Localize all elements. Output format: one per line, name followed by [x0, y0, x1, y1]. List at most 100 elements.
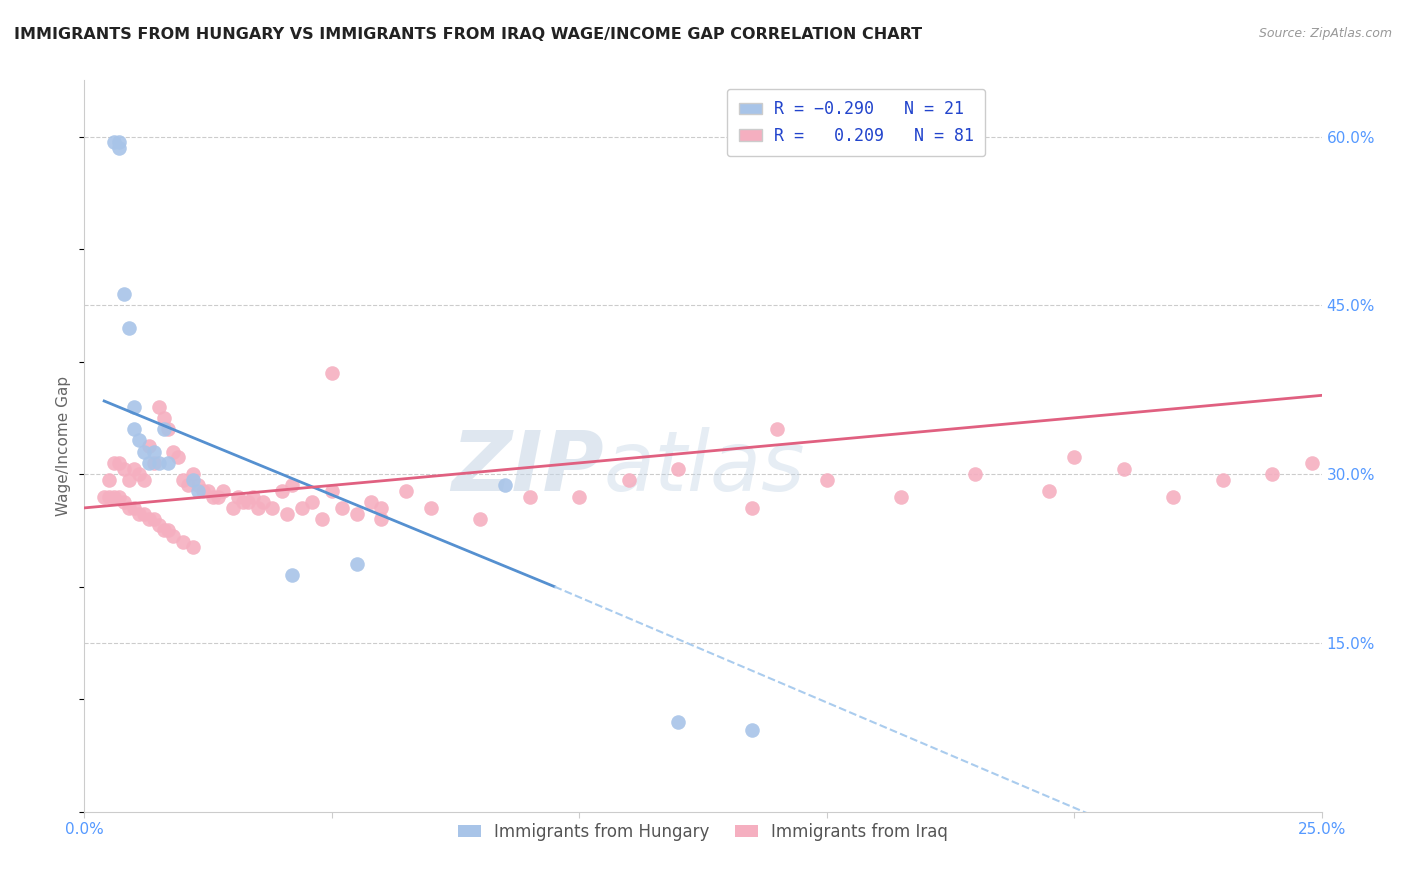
Point: [128, 467, 150, 482]
Point: [815, 473, 838, 487]
Point: [321, 483, 343, 498]
Point: [236, 495, 259, 509]
Point: [93, 490, 115, 504]
Point: [301, 495, 323, 509]
Point: [666, 714, 689, 729]
Point: [181, 473, 204, 487]
Point: [108, 141, 131, 155]
Point: [1212, 473, 1234, 487]
Point: [122, 400, 145, 414]
Point: [666, 461, 689, 475]
Point: [122, 500, 145, 515]
Point: [276, 507, 298, 521]
Point: [128, 434, 150, 448]
Text: ZIP: ZIP: [451, 427, 605, 508]
Point: [148, 517, 170, 532]
Point: [370, 500, 392, 515]
Point: [330, 500, 353, 515]
Text: Source: ZipAtlas.com: Source: ZipAtlas.com: [1258, 27, 1392, 40]
Point: [157, 422, 180, 436]
Point: [138, 456, 160, 470]
Point: [890, 490, 912, 504]
Point: [291, 500, 314, 515]
Point: [1112, 461, 1135, 475]
Legend: Immigrants from Hungary, Immigrants from Iraq: Immigrants from Hungary, Immigrants from…: [451, 816, 955, 847]
Point: [741, 723, 763, 737]
Point: [232, 495, 254, 509]
Point: [212, 483, 235, 498]
Point: [202, 490, 225, 504]
Point: [142, 456, 165, 470]
Point: [132, 507, 155, 521]
Point: [262, 500, 284, 515]
Point: [360, 495, 382, 509]
Point: [181, 467, 204, 482]
Point: [103, 490, 125, 504]
Point: [112, 461, 135, 475]
Point: [187, 478, 209, 492]
Point: [177, 478, 200, 492]
Point: [142, 512, 165, 526]
Point: [766, 422, 789, 436]
Point: [128, 507, 150, 521]
Point: [370, 512, 392, 526]
Point: [1301, 456, 1323, 470]
Point: [118, 473, 141, 487]
Point: [1063, 450, 1085, 465]
Point: [1038, 483, 1060, 498]
Point: [122, 461, 145, 475]
Text: IMMIGRANTS FROM HUNGARY VS IMMIGRANTS FROM IRAQ WAGE/INCOME GAP CORRELATION CHAR: IMMIGRANTS FROM HUNGARY VS IMMIGRANTS FR…: [14, 27, 922, 42]
Point: [181, 541, 204, 555]
Point: [191, 483, 214, 498]
Point: [346, 507, 368, 521]
Point: [172, 534, 194, 549]
Point: [519, 490, 541, 504]
Point: [148, 400, 170, 414]
Text: atlas: atlas: [605, 427, 806, 508]
Point: [494, 478, 516, 492]
Point: [419, 500, 441, 515]
Point: [152, 524, 174, 538]
Point: [1161, 490, 1184, 504]
Point: [226, 490, 249, 504]
Point: [346, 557, 368, 571]
Point: [152, 410, 174, 425]
Point: [118, 500, 141, 515]
Point: [1261, 467, 1284, 482]
Point: [118, 321, 141, 335]
Point: [98, 473, 121, 487]
Point: [132, 444, 155, 458]
Point: [252, 495, 274, 509]
Point: [138, 439, 160, 453]
Point: [311, 512, 333, 526]
Point: [167, 450, 190, 465]
Point: [112, 495, 135, 509]
Point: [98, 490, 121, 504]
Y-axis label: Wage/Income Gap: Wage/Income Gap: [56, 376, 72, 516]
Point: [222, 500, 245, 515]
Point: [470, 512, 492, 526]
Point: [741, 500, 763, 515]
Point: [157, 456, 180, 470]
Point: [281, 478, 304, 492]
Point: [162, 444, 184, 458]
Point: [172, 473, 194, 487]
Point: [132, 473, 155, 487]
Point: [281, 568, 304, 582]
Point: [142, 444, 165, 458]
Point: [108, 135, 131, 149]
Point: [122, 422, 145, 436]
Point: [321, 366, 343, 380]
Point: [103, 135, 125, 149]
Point: [162, 529, 184, 543]
Point: [138, 512, 160, 526]
Point: [271, 483, 294, 498]
Point: [207, 490, 229, 504]
Point: [617, 473, 640, 487]
Point: [187, 483, 209, 498]
Point: [568, 490, 591, 504]
Point: [197, 483, 219, 498]
Point: [108, 490, 131, 504]
Point: [965, 467, 987, 482]
Point: [108, 456, 131, 470]
